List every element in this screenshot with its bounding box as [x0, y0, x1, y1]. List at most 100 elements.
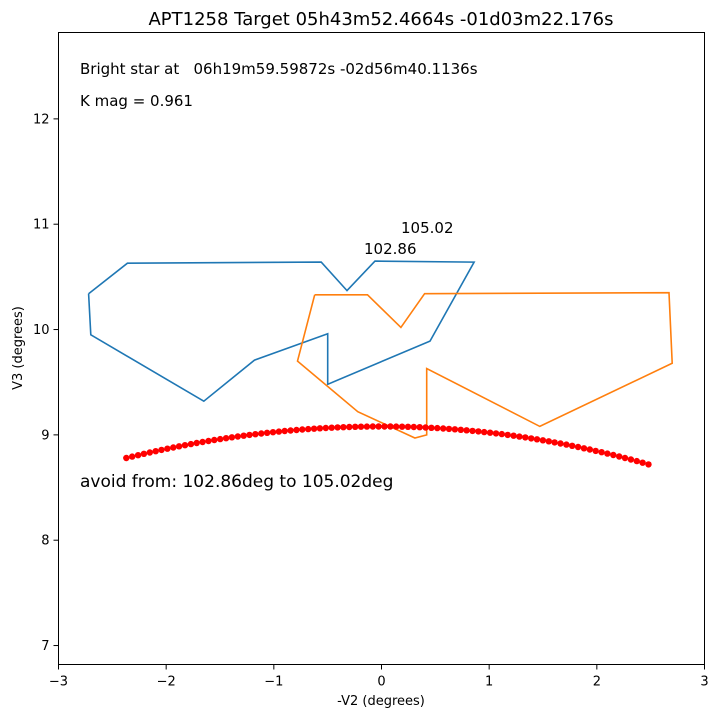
avoidance-point	[287, 427, 294, 434]
avoidance-point	[463, 427, 470, 434]
avoidance-point	[434, 424, 441, 432]
x-axis-label: -V2 (degrees)	[337, 694, 425, 709]
x-tick-label: −1	[264, 675, 283, 690]
avoidance-point	[175, 443, 183, 450]
avoidance-point	[381, 423, 388, 430]
avoidance-point	[510, 432, 517, 439]
avoidance-point	[498, 430, 505, 438]
avoidance-point	[123, 454, 130, 462]
angle-label-high: 105.02	[401, 219, 454, 237]
avoidance-point	[269, 429, 277, 436]
chart-title: APT1258 Target 05h43m52.4664s -01d03m22.…	[148, 9, 613, 30]
avoidance-point	[610, 451, 617, 459]
y-tick-label: 11	[33, 218, 50, 233]
series-outline-1	[87, 260, 476, 403]
avoidance-point	[639, 459, 646, 466]
x-tick-label: 0	[377, 675, 385, 690]
avoidance-point	[545, 438, 552, 445]
avoidance-point	[486, 429, 494, 436]
avoidance-point	[539, 437, 547, 444]
avoidance-point	[263, 429, 271, 436]
avoidance-point	[580, 445, 588, 452]
x-axis-ticks: −3 −2 −1 0 1 2 3	[49, 664, 709, 690]
avoidance-point	[621, 454, 629, 462]
avoid-annotation: avoid from: 102.86deg to 105.02deg	[80, 472, 393, 492]
avoidance-point	[481, 428, 488, 436]
avoidance-point	[146, 449, 153, 456]
avoidance-point	[129, 453, 136, 460]
avoidance-point	[158, 446, 165, 454]
x-tick-label: −2	[157, 675, 176, 690]
avoidance-point	[140, 450, 148, 457]
plot-area	[58, 32, 705, 665]
x-tick-label: 2	[593, 675, 601, 690]
avoidance-point	[193, 439, 200, 447]
avoidance-point	[346, 423, 353, 431]
y-axis-label: V3 (degrees)	[11, 306, 26, 390]
avoidance-point	[222, 435, 230, 442]
y-tick-label: 9	[41, 428, 49, 443]
avoidance-point	[211, 436, 218, 444]
avoidance-point	[181, 442, 189, 449]
avoidance-point	[134, 452, 142, 459]
avoidance-point	[574, 443, 582, 451]
avoidance-point	[252, 431, 259, 438]
avoidance-point	[387, 423, 394, 430]
avoidance-point	[569, 442, 576, 449]
avoidance-point	[310, 425, 318, 432]
avoidance-point	[258, 430, 265, 437]
bright-star-annotation: Bright star at 06h19m59.59872s -02d56m40…	[80, 60, 478, 78]
series-outline-2	[296, 291, 674, 439]
avoidance-point	[516, 433, 523, 440]
avoidance-point	[469, 427, 476, 435]
avoidance-point	[451, 426, 459, 433]
avoidance-point	[645, 461, 652, 468]
avoidance-point	[422, 424, 429, 431]
avoidance-point	[522, 434, 529, 441]
avoidance-point	[322, 424, 329, 432]
avoidance-point	[504, 431, 511, 439]
avoidance-point	[363, 423, 371, 430]
y-tick-label: 10	[33, 323, 50, 338]
avoidance-point	[616, 453, 623, 460]
avoidance-point	[475, 428, 482, 435]
avoidance-point	[457, 426, 464, 433]
avoidance-point	[404, 423, 412, 430]
avoidance-point	[528, 435, 535, 442]
avoidance-point	[340, 424, 347, 431]
avoidance-point	[627, 456, 635, 463]
y-tick-label: 7	[41, 639, 49, 654]
series-layer	[87, 260, 674, 468]
avoidance-point	[234, 433, 241, 440]
avoidance-point	[293, 426, 300, 434]
kmag-annotation: K mag = 0.961	[80, 92, 193, 110]
x-tick-label: 3	[700, 675, 708, 690]
angle-label-low: 102.86	[364, 240, 417, 258]
avoidance-point	[152, 448, 159, 455]
avoidance-point	[228, 434, 236, 441]
avoidance-point	[557, 440, 564, 447]
y-axis-ticks: 7 8 9 10 11 12	[33, 112, 59, 654]
avoidance-point	[299, 426, 306, 433]
avoidance-point	[217, 435, 224, 443]
avoidance-point	[416, 424, 423, 431]
avoidance-point	[598, 449, 605, 456]
avoidance-point	[398, 423, 406, 430]
avoidance-point	[357, 423, 365, 430]
avoidance-point	[199, 438, 206, 446]
avoidance-point	[369, 423, 376, 430]
plot-frame	[58, 32, 705, 665]
avoidance-point	[246, 431, 253, 439]
avoidance-point	[428, 424, 435, 431]
avoidance-point	[592, 447, 599, 455]
avoidance-point	[410, 423, 417, 431]
avoidance-point	[328, 424, 335, 431]
avoidance-point	[492, 430, 500, 437]
avoidance-point	[633, 457, 640, 465]
avoidance-point	[551, 439, 558, 446]
avoidance-point	[275, 428, 283, 435]
avoidance-point	[440, 425, 447, 432]
avoidance-point	[563, 441, 570, 448]
avoidance-point	[187, 440, 195, 448]
avoidance-point	[281, 427, 288, 435]
